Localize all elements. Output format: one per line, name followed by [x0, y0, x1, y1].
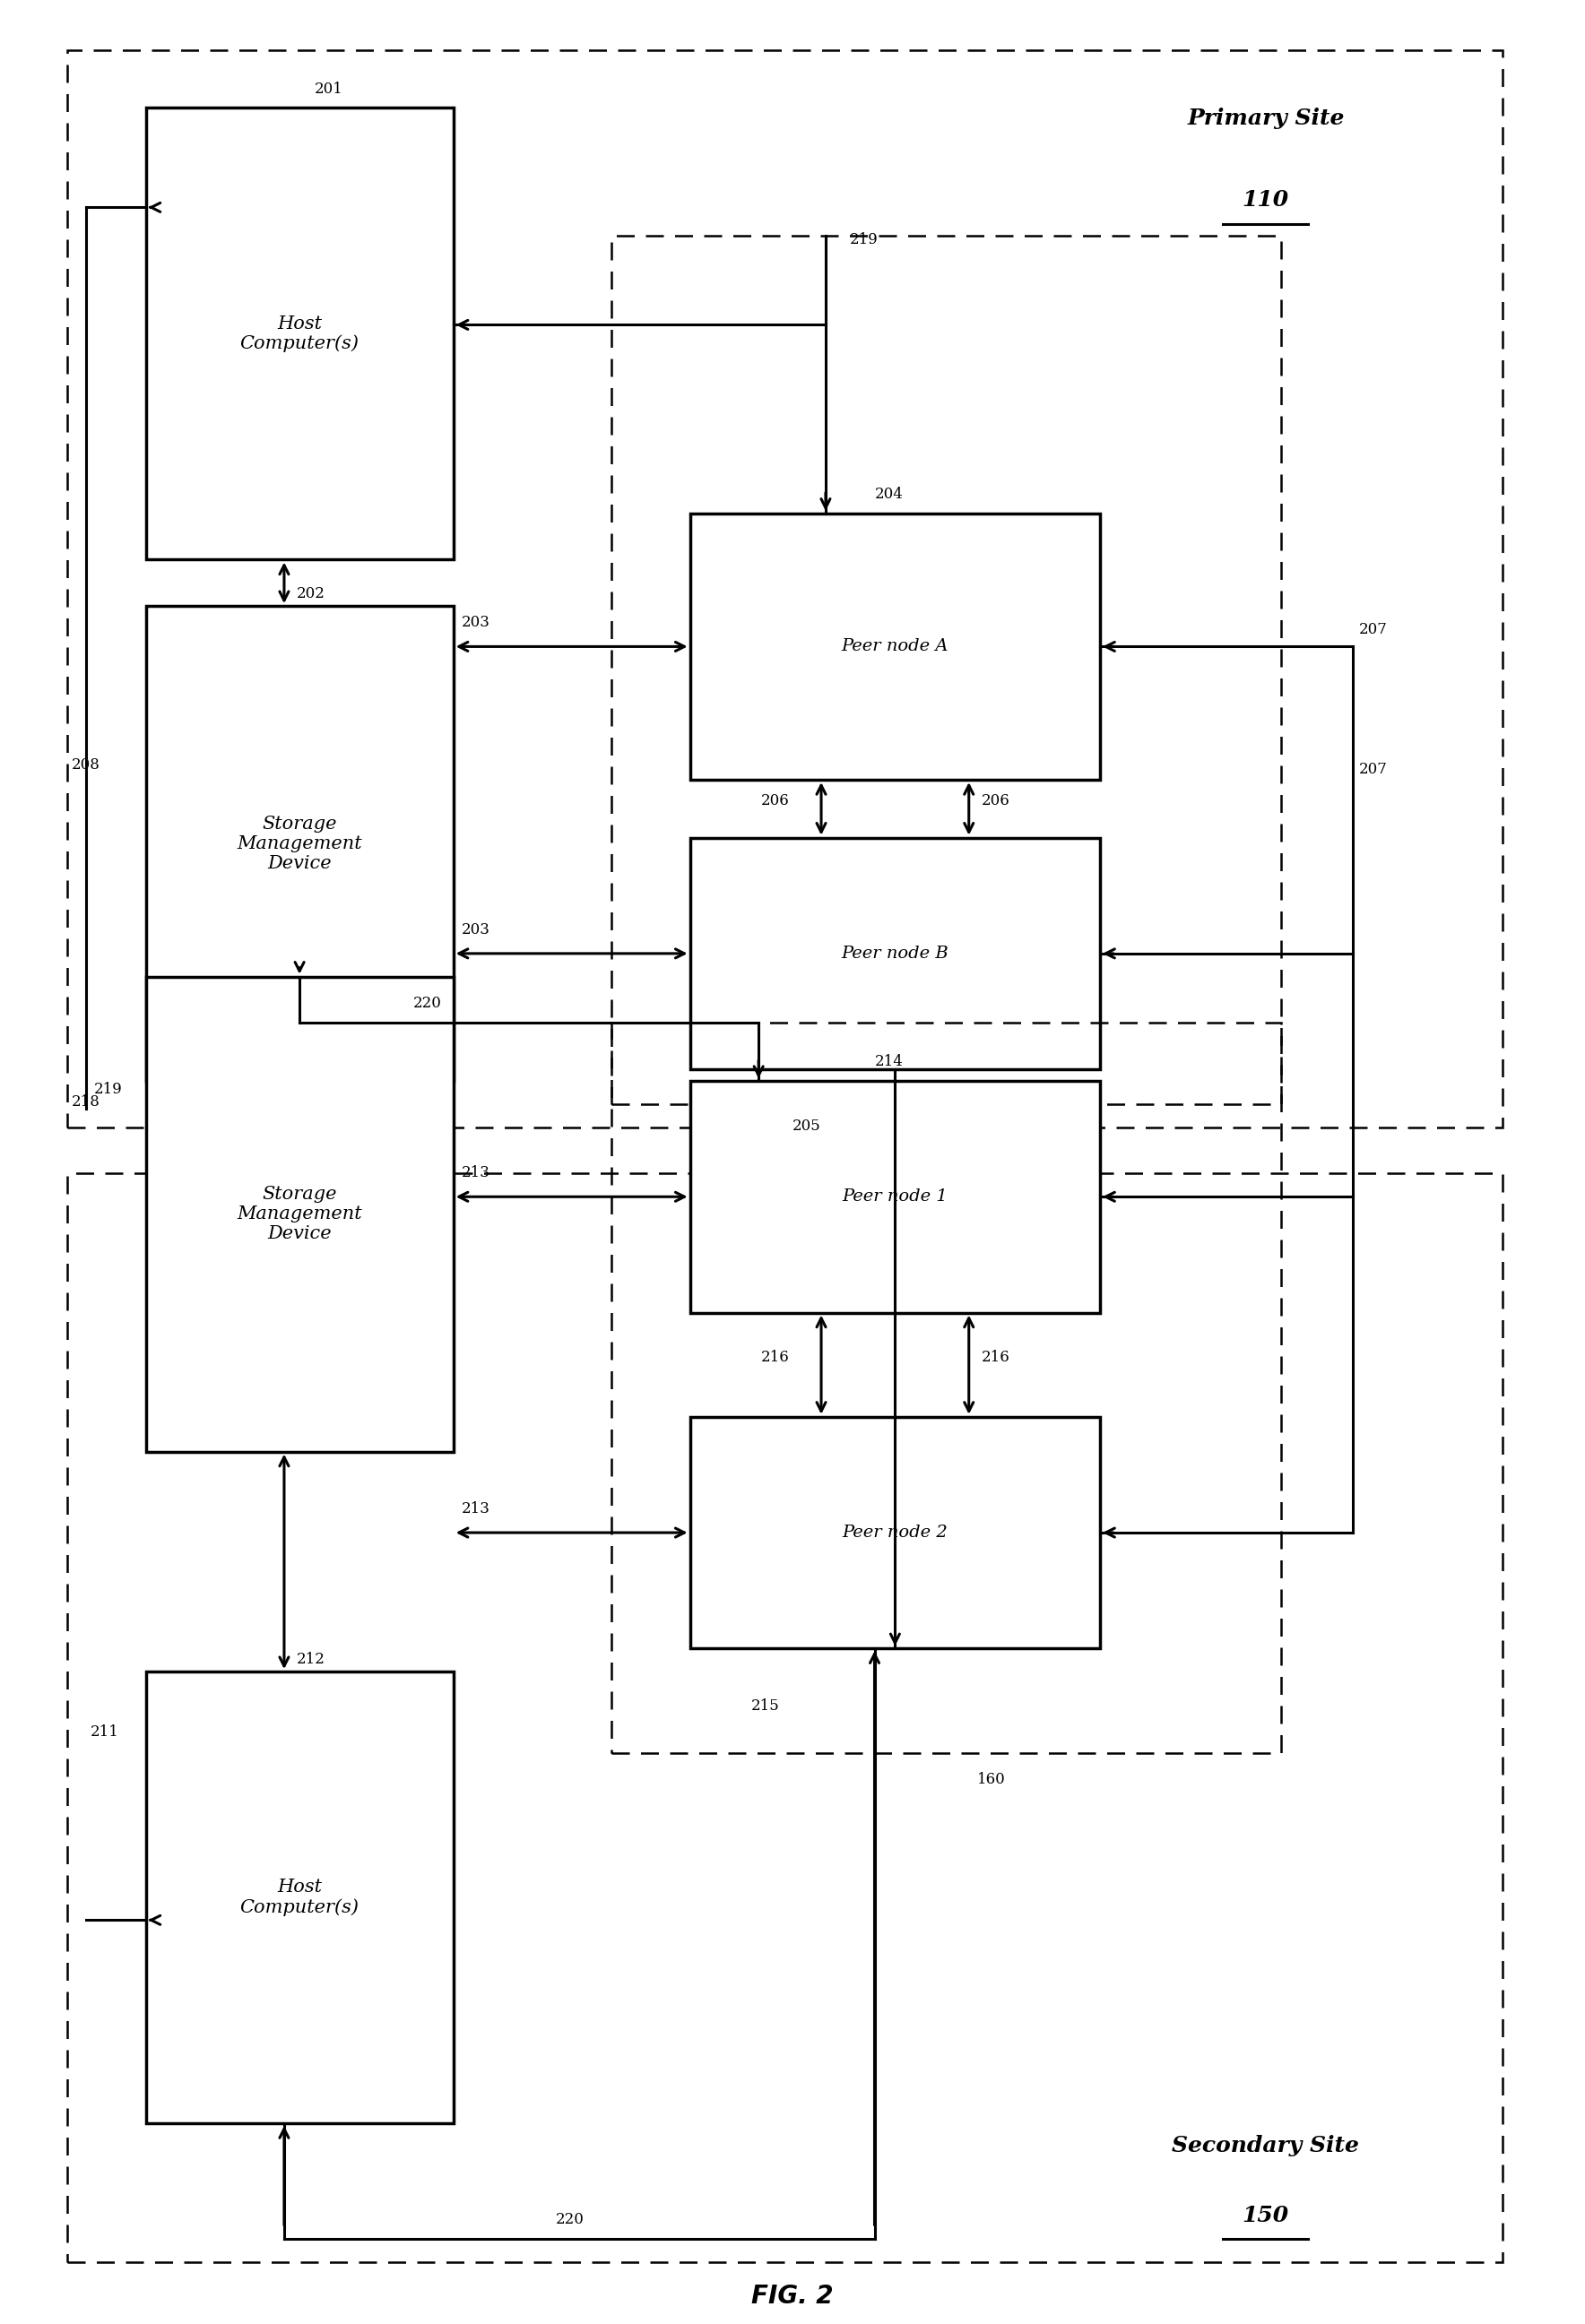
Bar: [612, 235, 1282, 1104]
Bar: [146, 107, 453, 560]
Text: 207: 207: [1358, 623, 1387, 637]
Text: 211: 211: [90, 1724, 119, 1738]
Bar: [689, 514, 1100, 781]
Text: 212: 212: [296, 1652, 325, 1666]
Text: 206: 206: [761, 792, 789, 809]
Text: 216: 216: [761, 1350, 789, 1364]
Text: 208: 208: [71, 758, 100, 772]
Text: 214: 214: [875, 1055, 903, 1069]
Text: 219: 219: [94, 1083, 122, 1097]
Text: Peer node 2: Peer node 2: [842, 1525, 948, 1541]
Text: Peer node 1: Peer node 1: [842, 1188, 948, 1204]
Text: 203: 203: [461, 616, 490, 630]
Text: 218: 218: [71, 1095, 100, 1109]
Bar: [67, 51, 1503, 1127]
Text: FIG. 2: FIG. 2: [751, 2284, 834, 2308]
Text: 219: 219: [850, 232, 878, 246]
Text: 220: 220: [412, 997, 441, 1011]
Text: Secondary Site: Secondary Site: [1173, 2136, 1360, 2157]
Text: Host
Computer(s): Host Computer(s): [239, 1878, 360, 1917]
Bar: [146, 607, 453, 1081]
Text: 207: 207: [1358, 762, 1387, 776]
Text: 213: 213: [461, 1501, 490, 1518]
Text: Storage
Management
Device: Storage Management Device: [236, 816, 361, 872]
Text: Host
Computer(s): Host Computer(s): [239, 316, 360, 353]
Bar: [146, 1671, 453, 2124]
Text: Storage
Management
Device: Storage Management Device: [236, 1185, 361, 1243]
Text: 206: 206: [981, 792, 1010, 809]
Bar: [689, 1418, 1100, 1648]
Text: 201: 201: [315, 81, 344, 95]
Text: Peer node A: Peer node A: [842, 639, 948, 655]
Text: Peer node B: Peer node B: [842, 946, 949, 962]
Text: 220: 220: [556, 2212, 585, 2229]
Text: 216: 216: [981, 1350, 1010, 1364]
Bar: [689, 1081, 1100, 1313]
Text: 205: 205: [792, 1118, 821, 1134]
Text: 203: 203: [461, 923, 490, 937]
Text: 204: 204: [875, 486, 903, 502]
Text: Primary Site: Primary Site: [1187, 107, 1344, 130]
Text: 150: 150: [1243, 2205, 1289, 2226]
Text: 202: 202: [296, 586, 325, 602]
Bar: [689, 837, 1100, 1069]
Text: 213: 213: [461, 1164, 490, 1181]
Text: 160: 160: [976, 1773, 1005, 1787]
Bar: [67, 1174, 1503, 2261]
Text: 110: 110: [1243, 188, 1289, 211]
Bar: [612, 1023, 1282, 1752]
Text: 215: 215: [751, 1699, 780, 1713]
Bar: [146, 976, 453, 1452]
